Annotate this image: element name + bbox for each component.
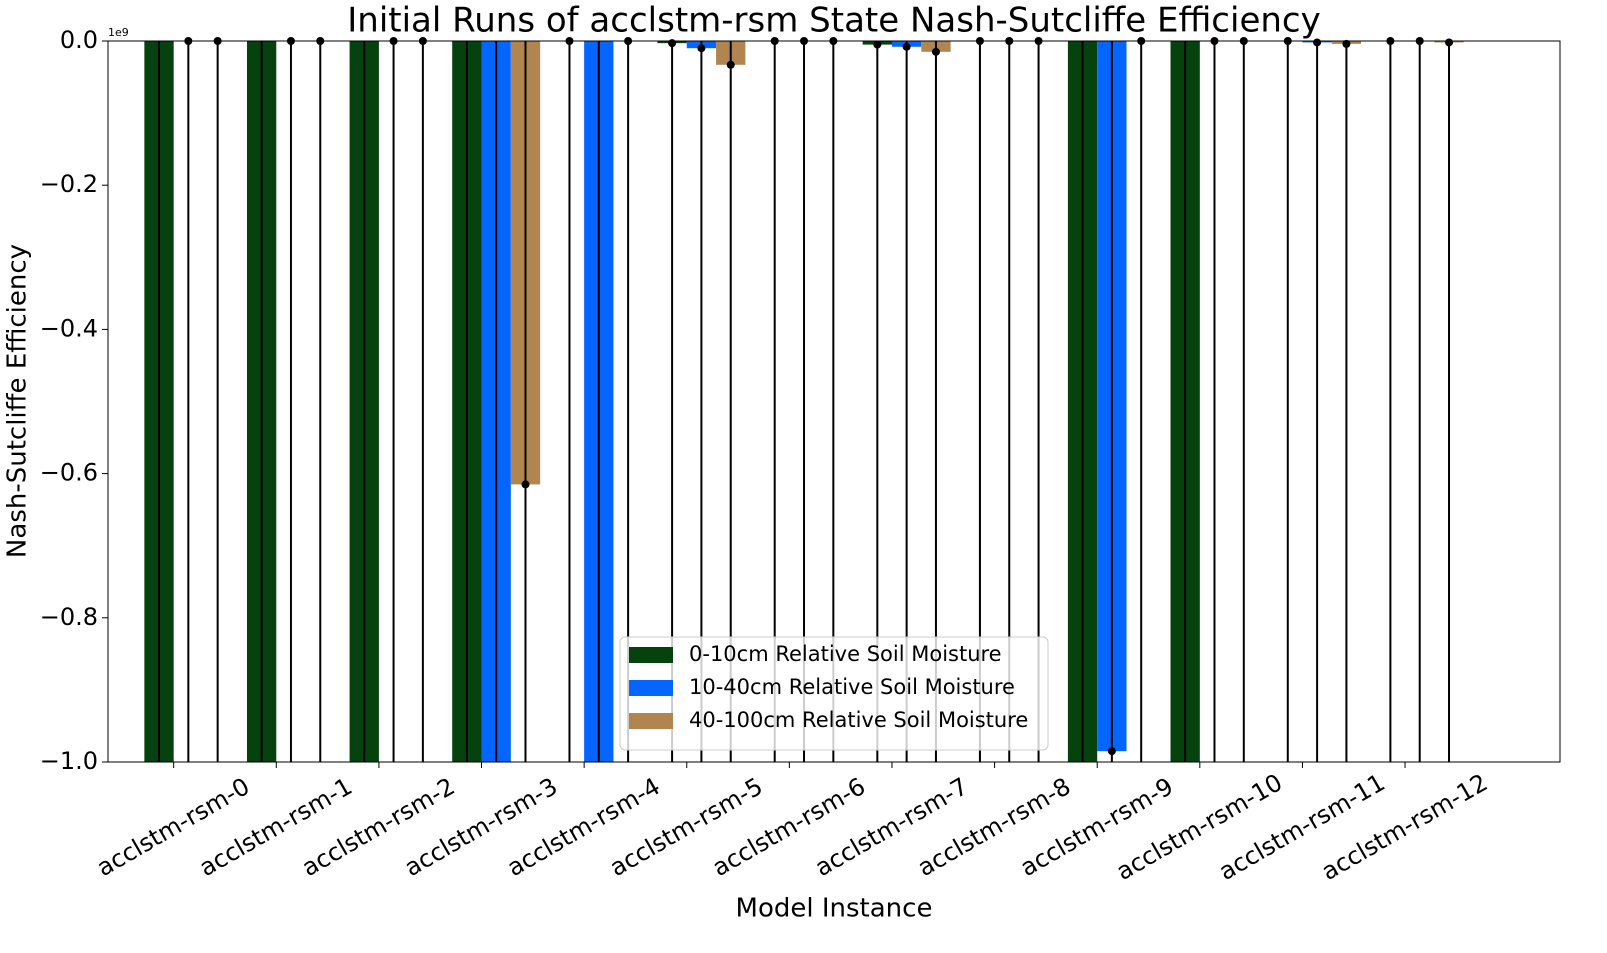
x-tick-label: acclstm-rsm-11 bbox=[1214, 768, 1390, 886]
error-dot bbox=[1107, 747, 1116, 756]
error-dot bbox=[931, 47, 940, 56]
y-tick-label: −0.4 bbox=[40, 314, 98, 342]
legend-label: 40-100cm Relative Soil Moisture bbox=[689, 708, 1028, 732]
error-dot bbox=[1181, 902, 1189, 910]
y-offset-label: 1e9 bbox=[108, 26, 129, 39]
error-dot bbox=[1079, 902, 1087, 910]
legend-swatch bbox=[629, 680, 673, 696]
chart-title: Initial Runs of acclstm-rsm State Nash-S… bbox=[347, 1, 1320, 41]
error-dot bbox=[902, 42, 911, 51]
legend: 0-10cm Relative Soil Moisture 10-40cm Rel… bbox=[619, 636, 1049, 751]
y-tick-label: −1.0 bbox=[40, 747, 98, 775]
error-dot bbox=[463, 902, 471, 910]
y-tick-label: −0.6 bbox=[40, 459, 98, 487]
error-dot bbox=[155, 902, 163, 910]
error-dot bbox=[668, 39, 677, 48]
error-dot bbox=[1313, 38, 1322, 47]
plot-frame bbox=[107, 40, 1561, 763]
y-tick-label: −0.8 bbox=[40, 603, 98, 631]
x-axis-label: Model Instance bbox=[736, 894, 933, 924]
error-dot bbox=[873, 40, 882, 49]
error-dot bbox=[697, 44, 706, 53]
x-tick-label: acclstm-rsm-10 bbox=[1111, 768, 1287, 886]
legend-swatch bbox=[629, 713, 673, 729]
y-tick-label: −0.2 bbox=[40, 170, 98, 198]
error-dot bbox=[1445, 38, 1454, 47]
error-dot bbox=[360, 902, 368, 910]
error-dot bbox=[492, 902, 500, 910]
error-dot bbox=[726, 60, 735, 69]
error-dot bbox=[258, 902, 266, 910]
legend-label: 0-10cm Relative Soil Moisture bbox=[689, 642, 1002, 666]
error-dot bbox=[521, 480, 530, 489]
legend-swatch bbox=[629, 647, 673, 663]
x-tick-label: acclstm-rsm-12 bbox=[1317, 768, 1493, 886]
legend-label: 10-40cm Relative Soil Moisture bbox=[689, 675, 1015, 699]
error-dot bbox=[595, 902, 603, 910]
y-axis-label: Nash-Sutcliffe Efficiency bbox=[3, 244, 33, 558]
legend-box bbox=[619, 636, 1049, 751]
error-dot bbox=[1342, 39, 1351, 48]
y-tick-label: 0.0 bbox=[60, 26, 98, 54]
